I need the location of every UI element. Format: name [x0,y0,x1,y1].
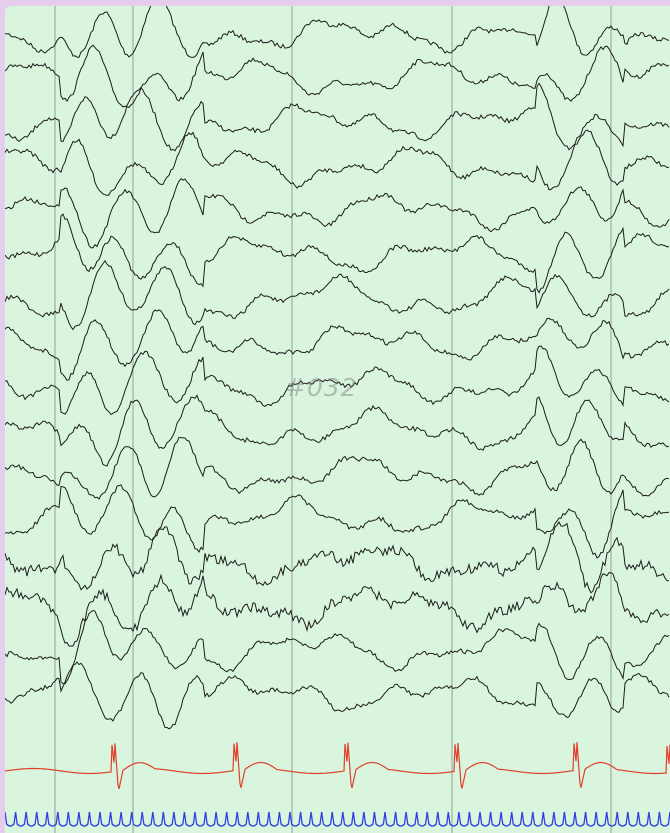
eeg-channel-7 [5,259,670,331]
timing-channel [5,811,670,827]
eeg-channel-12 [5,484,670,559]
eeg-traces [5,6,670,833]
watermark-label: #032 [285,373,358,402]
eeg-channel-9 [5,345,670,416]
eeg-channel-13 [5,520,670,594]
eeg-channels [5,6,670,730]
time-grid-lines [54,6,612,833]
eeg-channel-5 [5,178,670,249]
eeg-channel-10 [5,394,670,467]
timing-trace [5,811,670,827]
eeg-channel-1 [5,6,670,58]
eeg-channel-8 [5,309,670,381]
eeg-channel-4 [5,129,670,196]
eeg-channel-11 [5,436,670,500]
eeg-channel-15 [5,609,670,685]
eeg-channel-6 [5,213,670,294]
ecg-trace [5,742,670,790]
eeg-channel-14 [5,572,670,647]
ecg-channel [5,742,670,790]
eeg-channel-2 [5,44,670,108]
eeg-panel: #032 [5,6,670,833]
eeg-channel-16 [5,661,670,730]
eeg-channel-3 [5,82,670,152]
